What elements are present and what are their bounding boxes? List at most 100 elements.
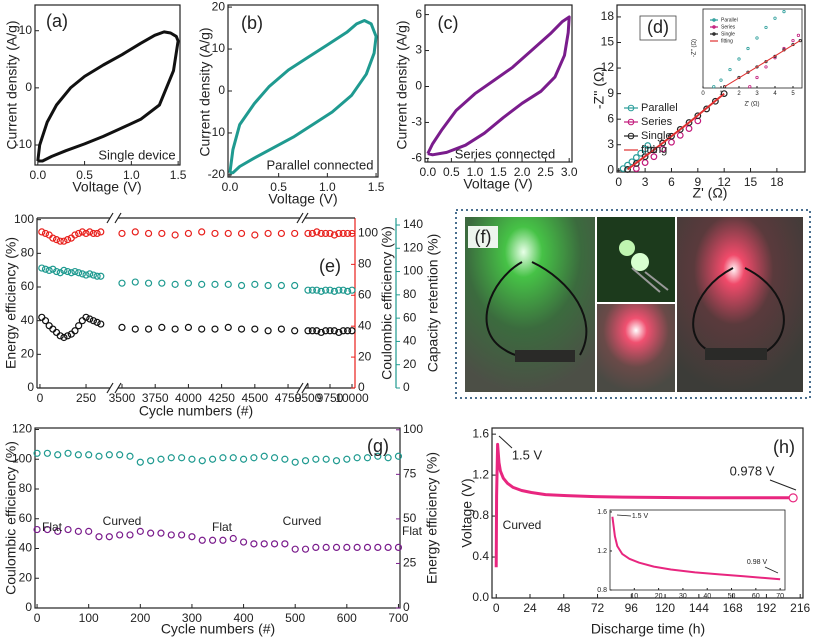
data-point [791, 38, 795, 43]
data-point [363, 543, 372, 552]
x-tick-label: 0.5 [76, 168, 93, 182]
annotation: Flat [402, 524, 423, 538]
x-tick-label: 400 [234, 611, 254, 625]
axis-title: Coulombic efficiency (%) [3, 441, 19, 595]
data-point [308, 229, 316, 238]
data-point [384, 543, 392, 552]
legend-label: Parallel [641, 102, 678, 114]
x-tick-label: 1.5 [170, 168, 187, 182]
data-point [95, 452, 103, 460]
data-point [52, 328, 61, 337]
y-tick-label: 80 [403, 287, 417, 301]
x-tick-label: 300 [182, 611, 202, 625]
data-point [147, 457, 155, 465]
x-tick-label: 5 [791, 91, 795, 97]
annotation: 0.978 V [730, 463, 775, 478]
y-tick-label: 20 [21, 347, 35, 361]
data-point [339, 229, 347, 238]
data-point [75, 269, 83, 277]
data-point [782, 10, 786, 14]
data-point [144, 325, 153, 333]
y-tick-label: 0 [358, 380, 365, 394]
axis-title: Voltage (V) [463, 176, 532, 192]
data-point [353, 454, 361, 462]
data-point [628, 158, 636, 166]
annotation: Flat [42, 520, 63, 534]
data-point [703, 105, 711, 113]
data-point [89, 271, 98, 279]
data-point [250, 454, 258, 462]
x-tick-label: 0.5 [270, 180, 287, 194]
x-tick-label: 1.0 [123, 168, 140, 182]
data-point [317, 229, 325, 238]
data-point [126, 452, 134, 460]
x-tick-label: 168 [723, 601, 743, 615]
y-tick-label: 1.2 [597, 548, 607, 555]
data-point [353, 543, 361, 552]
legend-label: fitting [641, 144, 667, 156]
data-point [260, 540, 268, 548]
axis-break [301, 382, 309, 394]
x-tick-label: 0 [615, 175, 622, 189]
data-point [326, 286, 334, 294]
axis-title: Cycle numbers (#) [161, 621, 275, 637]
data-point [798, 38, 802, 43]
data-point [71, 267, 79, 276]
x-tick-label: 6 [668, 175, 675, 189]
wire [692, 267, 785, 353]
data-point [116, 531, 124, 539]
data-point [95, 533, 103, 541]
y-tick-label: 80 [21, 246, 35, 260]
data-point [312, 543, 320, 552]
data-point [184, 323, 193, 332]
axis-title: Voltage (V) [72, 179, 141, 195]
axis-title: Z' (Ω) [745, 102, 760, 108]
axis-title: Energy efficiency (%) [424, 452, 440, 584]
panel-label: (b) [241, 13, 263, 33]
data-point [374, 452, 382, 460]
data-point [722, 85, 727, 89]
axis-title: Capacity retention (%) [425, 234, 441, 373]
data-point [60, 237, 68, 245]
plot-frame [702, 8, 803, 89]
data-point [270, 540, 279, 548]
data-point [86, 228, 94, 236]
data-point [49, 265, 57, 273]
data-point [384, 454, 392, 462]
data-point [796, 33, 801, 37]
x-tick-label: 40 [703, 593, 711, 600]
y-tick-label: 25 [403, 556, 417, 570]
data-line [426, 15, 571, 157]
data-point [313, 327, 321, 335]
y-tick-label: 18 [601, 9, 615, 23]
annotation: Curved [283, 514, 322, 528]
data-point [291, 458, 299, 466]
x-tick-label: 0 [37, 391, 44, 405]
data-point [748, 85, 752, 89]
end-marker [788, 493, 798, 503]
data-point [291, 545, 299, 553]
data-point [755, 36, 759, 40]
data-point [167, 454, 175, 462]
annotation: Curved [503, 518, 542, 532]
data-point [264, 327, 272, 335]
data-point [685, 125, 693, 132]
data-point [147, 529, 155, 537]
legend-symbol [627, 118, 635, 126]
y-tick-label: 0 [415, 79, 422, 93]
y-tick-label: 10 [19, 23, 33, 37]
data-point [308, 327, 316, 335]
data-point [219, 454, 227, 462]
data-point [313, 228, 321, 236]
y-tick-label: 60 [403, 310, 417, 324]
data-point [41, 265, 50, 273]
panel-label: (a) [46, 11, 68, 31]
x-tick-label: 4000 [175, 391, 202, 405]
data-point [348, 327, 356, 335]
data-point [321, 286, 330, 294]
x-tick-label: 4250 [208, 391, 235, 405]
data-point [322, 455, 330, 463]
legend-symbol [627, 132, 635, 140]
data-point [659, 139, 667, 147]
